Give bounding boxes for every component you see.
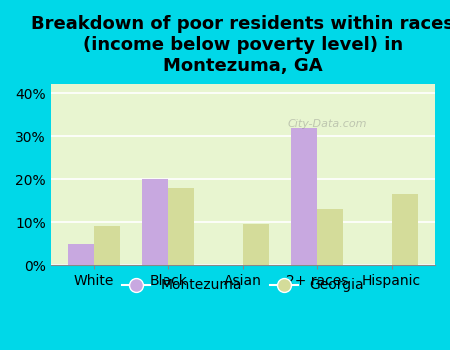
Bar [392, 194, 418, 265]
Bar [94, 226, 120, 265]
Bar [68, 244, 94, 265]
Bar [291, 127, 317, 265]
Text: City-Data.com: City-Data.com [288, 119, 367, 129]
Bar [243, 224, 269, 265]
Legend: Montezuma, Georgia: Montezuma, Georgia [117, 273, 369, 298]
Bar [317, 209, 343, 265]
Title: Breakdown of poor residents within races
(income below poverty level) in
Montezu: Breakdown of poor residents within races… [32, 15, 450, 75]
Bar [143, 179, 168, 265]
Bar [168, 188, 194, 265]
